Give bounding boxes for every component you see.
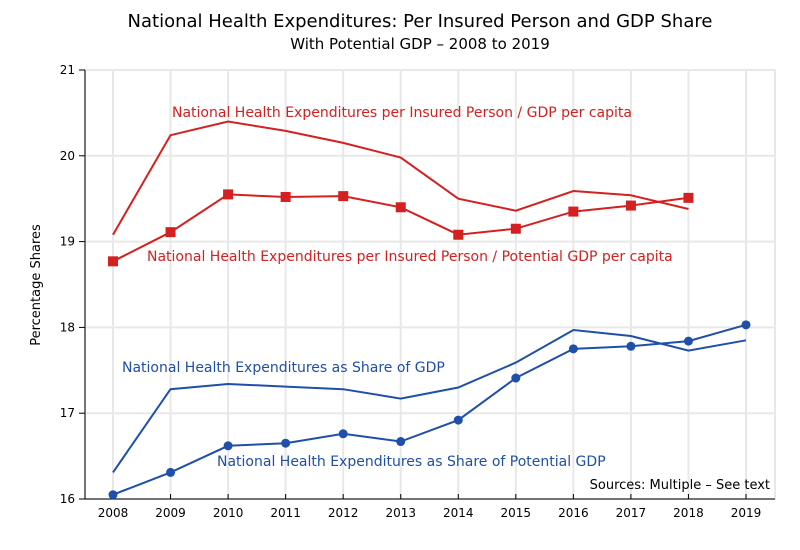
data-point-circle — [396, 437, 406, 447]
x-tick-label: 2008 — [98, 506, 129, 520]
x-tick-label: 2009 — [155, 506, 186, 520]
series-label-nhe-insured-potential-gdp: National Health Expenditures per Insured… — [147, 249, 673, 265]
x-tick-label: 2011 — [270, 506, 301, 520]
x-tick-label: 2014 — [443, 506, 474, 520]
data-point-circle — [568, 344, 578, 354]
series-line-2 — [112, 328, 747, 473]
source-note: Sources: Multiple – See text — [590, 478, 770, 493]
data-point-circle — [166, 467, 176, 477]
data-point-circle — [741, 320, 751, 330]
data-point-circle — [626, 341, 636, 351]
x-tick-label: 2016 — [558, 506, 589, 520]
data-point-square — [625, 200, 636, 211]
y-tick-label: 18 — [60, 320, 75, 334]
chart-subtitle: With Potential GDP – 2008 to 2019 — [290, 35, 550, 53]
data-point-square — [568, 206, 579, 217]
x-tick-label: 2018 — [673, 506, 704, 520]
x-tick-label: 2010 — [213, 506, 244, 520]
plot-frame — [84, 69, 776, 500]
data-point-circle — [453, 415, 463, 425]
data-point-square — [453, 229, 464, 240]
data-point-square — [108, 256, 118, 267]
y-tick-label: 19 — [60, 235, 75, 249]
axes — [84, 70, 775, 500]
data-point-square — [223, 189, 234, 200]
data-point-circle — [281, 438, 291, 448]
chart-title: National Health Expenditures: Per Insure… — [128, 11, 713, 32]
data-point-square — [338, 191, 349, 202]
data-point-circle — [683, 336, 693, 346]
x-tick-label: 2012 — [328, 506, 359, 520]
data-point-square — [165, 227, 176, 238]
y-tick-label: 21 — [60, 63, 75, 77]
data-point-circle — [511, 373, 521, 383]
y-tick-label: 17 — [60, 406, 75, 420]
y-axis-label: Percentage Shares — [29, 224, 44, 346]
x-axis-ticks: 2008 2009 2010 2011 2012 2013 2014 2015 2016 2017… — [98, 494, 762, 520]
y-tick-label: 16 — [60, 492, 75, 506]
data-point-square — [683, 192, 694, 203]
data-point-circle — [223, 441, 233, 451]
x-tick-label: 2017 — [616, 506, 647, 520]
series-label-nhe-share-potential-gdp: National Health Expenditures as Share of… — [217, 454, 606, 470]
data-point-square — [395, 202, 406, 213]
series-label-nhe-insured-gdp: National Health Expenditures per Insured… — [172, 105, 632, 121]
x-tick-label: 2013 — [385, 506, 416, 520]
data-point-circle — [338, 429, 348, 439]
data-point-circle — [108, 490, 118, 500]
x-tick-label: 2015 — [501, 506, 532, 520]
series-label-nhe-share-gdp: National Health Expenditures as Share of… — [122, 360, 445, 376]
data-point-square — [280, 191, 291, 202]
grid — [84, 69, 776, 500]
series-group — [108, 120, 751, 500]
x-tick-label: 2019 — [731, 506, 762, 520]
y-tick-label: 20 — [60, 149, 75, 163]
y-axis-ticks: 16 17 18 19 20 21 — [60, 63, 85, 506]
series-line-3 — [112, 323, 747, 496]
series-line-0 — [112, 120, 689, 236]
data-point-square — [510, 223, 521, 234]
